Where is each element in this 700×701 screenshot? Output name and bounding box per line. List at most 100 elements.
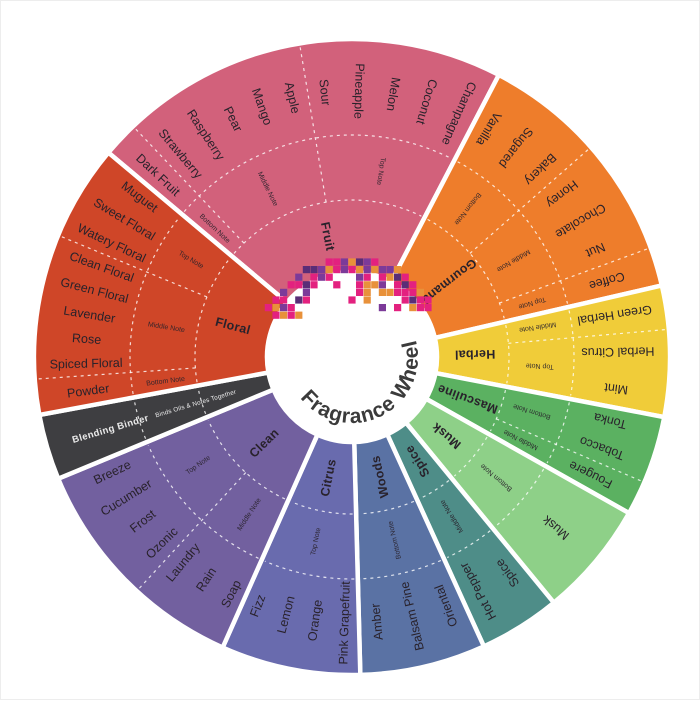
mosaic-pixel xyxy=(302,296,310,304)
scent-label-sour: Sour xyxy=(316,79,333,107)
group-divider-line xyxy=(37,367,196,380)
ring-divider-arc xyxy=(453,436,488,477)
note-ring-label: Top Note xyxy=(375,157,386,186)
scent-label-melon: Melon xyxy=(384,76,403,112)
mosaic-pixel xyxy=(287,281,295,289)
note-ring-label: Top Note xyxy=(526,362,554,370)
mosaic-pixel xyxy=(310,281,318,289)
ring-divider-arc xyxy=(194,258,230,383)
mosaic-pixel xyxy=(409,304,417,312)
group-divider-line xyxy=(138,472,247,590)
scent-label-amber: Amber xyxy=(368,603,385,641)
mosaic-pixel xyxy=(287,304,295,312)
group-divider-line xyxy=(134,128,245,244)
group-divider-line xyxy=(60,235,208,298)
mosaic-pixel xyxy=(295,311,303,319)
ring-divider-arc xyxy=(427,218,505,319)
mosaic-pixel xyxy=(394,281,402,289)
mosaic-pixel xyxy=(356,266,364,274)
mosaic-pixel xyxy=(348,266,356,274)
scent-label-spiced-floral: Spiced Floral xyxy=(49,356,122,372)
mosaic-pixel xyxy=(280,288,288,296)
mosaic-pixel xyxy=(378,288,386,296)
mosaic-pixel xyxy=(363,273,371,281)
scent-label-pink-grapefruit: Pink Grapefruit xyxy=(336,580,352,664)
mosaic-pixel xyxy=(386,266,394,274)
ring-divider-arc xyxy=(207,420,286,500)
mosaic-pixel xyxy=(386,288,394,296)
group-divider-line xyxy=(299,46,327,203)
mosaic-pixel xyxy=(264,304,272,312)
scent-label-rose: Rose xyxy=(72,331,102,347)
ring-divider-arc xyxy=(183,134,452,213)
mosaic-pixel xyxy=(302,266,310,274)
mosaic-pixel xyxy=(348,258,356,266)
mosaic-pixel xyxy=(272,296,280,304)
ring-divider-arc xyxy=(446,530,491,559)
mosaic-pixel xyxy=(280,296,288,304)
mosaic-pixel xyxy=(394,273,402,281)
scent-label-mint: Mint xyxy=(603,380,629,397)
mosaic-pixel xyxy=(394,288,402,296)
ring-divider-arc xyxy=(505,324,510,384)
ring-divider-arc xyxy=(489,389,507,432)
scent-label-herbal-citrus: Herbal Citrus xyxy=(581,344,654,359)
center-mosaic xyxy=(264,258,432,319)
ring-divider-arc xyxy=(197,388,207,415)
mosaic-pixel xyxy=(409,296,417,304)
mosaic-pixel xyxy=(310,266,318,274)
mosaic-pixel xyxy=(356,258,364,266)
mosaic-pixel xyxy=(280,304,288,312)
group-divider-line xyxy=(469,148,590,254)
mosaic-pixel xyxy=(409,281,417,289)
ring-divider-arc xyxy=(264,560,355,580)
mosaic-pixel xyxy=(333,258,341,266)
mosaic-pixel xyxy=(356,288,364,296)
mosaic-pixel xyxy=(325,266,333,274)
mosaic-pixel xyxy=(401,296,409,304)
mosaic-pixel xyxy=(386,273,394,281)
mosaic-pixel xyxy=(356,281,364,289)
mosaic-pixel xyxy=(302,288,310,296)
mosaic-pixel xyxy=(302,281,310,289)
mosaic-pixel xyxy=(394,304,402,312)
segment-name-label: Fruit xyxy=(318,221,338,253)
group-divider-line xyxy=(508,328,666,344)
scent-label-orange: Orange xyxy=(305,599,325,642)
scent-label-powder: Powder xyxy=(66,381,110,400)
mosaic-pixel xyxy=(318,266,326,274)
ring-divider-arc xyxy=(457,161,569,304)
ring-divider-arc xyxy=(420,480,450,499)
scent-label-pineapple: Pineapple xyxy=(351,63,367,119)
ring-divider-arc xyxy=(233,199,422,254)
mosaic-pixel xyxy=(378,304,386,312)
ring-divider-arc xyxy=(359,500,415,515)
mosaic-pixel xyxy=(340,258,348,266)
mosaic-pixel xyxy=(295,273,303,281)
group-divider-line xyxy=(496,418,642,482)
mosaic-pixel xyxy=(295,281,303,289)
scent-label-apple: Apple xyxy=(282,81,303,115)
mosaic-pixel xyxy=(325,258,333,266)
note-ring-label: Bottom Note xyxy=(146,376,186,388)
mosaic-pixel xyxy=(416,296,424,304)
mosaic-pixel xyxy=(295,296,303,304)
mosaic-pixel xyxy=(318,273,326,281)
mosaic-pixel xyxy=(424,296,432,304)
ring-divider-arc xyxy=(291,501,353,515)
mosaic-pixel xyxy=(394,266,402,274)
mosaic-pixel xyxy=(287,311,295,319)
group-divider-line xyxy=(499,248,649,304)
mosaic-pixel xyxy=(272,304,280,312)
mosaic-pixel xyxy=(416,288,424,296)
mosaic-pixel xyxy=(340,266,348,274)
mosaic-pixel xyxy=(363,296,371,304)
mosaic-pixel xyxy=(363,258,371,266)
mosaic-pixel xyxy=(378,281,386,289)
